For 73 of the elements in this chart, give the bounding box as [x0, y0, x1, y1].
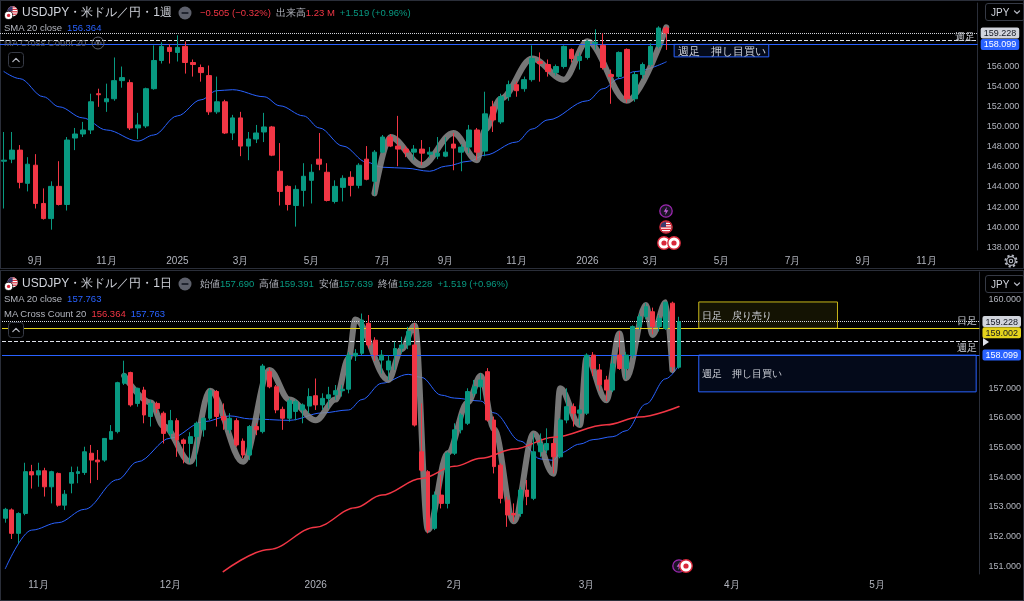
annotation: SMA 20 close [4, 292, 63, 306]
annotation: 159.228 [398, 277, 433, 291]
x-tick-label: 3月 [578, 578, 595, 590]
y-tick-label: 157.000 [988, 382, 1022, 393]
x-tick-label: 4月 [724, 578, 740, 590]
x-tick-label: 3月 [232, 254, 249, 266]
annotation: +1.519 (+0.96%) [339, 6, 411, 20]
annotation: 始値 [200, 277, 221, 291]
y-tick-label: 155.000 [988, 442, 1022, 453]
ref-line-label: 159.002 [985, 327, 1019, 338]
ref-line-label: 159.228 [985, 316, 1019, 327]
y-tick-label: 154.000 [988, 471, 1022, 482]
annotation: 157.639 [338, 277, 374, 291]
x-tick-label: 9月 [855, 254, 872, 266]
annotation: 159.391 [279, 277, 314, 291]
x-tick-label: 5月 [869, 578, 885, 590]
x-tick-label: 11月 [916, 254, 937, 266]
y-tick-label: 152.000 [988, 531, 1022, 542]
x-tick-label: 2025 [166, 254, 189, 266]
annotation: 156.364 [91, 307, 126, 321]
x-tick-label: 7月 [374, 254, 391, 266]
ref-line-label: 158.099 [985, 350, 1019, 361]
annotation: 157.763 [67, 292, 102, 306]
chart-title: USDJPY・米ドル／円・1日 [22, 276, 173, 291]
x-tick-label: 2026 [304, 578, 328, 590]
dropdown-button: JPY [985, 275, 1024, 293]
y-tick-label: 148.000 [986, 141, 1020, 152]
annotation: 終値 [378, 277, 399, 291]
x-tick-label: 2月 [446, 578, 463, 590]
y-tick-label: 156.000 [988, 412, 1022, 423]
x-tick-label: 11月 [506, 254, 527, 266]
x-tick-label: 11月 [96, 254, 117, 266]
annotation: 高値 [259, 277, 280, 291]
y-tick-label: 154.000 [986, 80, 1020, 91]
annotation: +1.519 (+0.96%) [437, 277, 509, 291]
annotation: 1.23 M [305, 6, 335, 20]
annotation: 安値 [318, 277, 339, 291]
y-tick-label: 152.000 [986, 100, 1020, 111]
x-tick-label: 11月 [28, 578, 49, 590]
ref-line-label: 159.228 [983, 28, 1017, 39]
annotation: 156.364 [67, 21, 102, 35]
x-tick-label: 3月 [642, 254, 659, 266]
x-tick-label: 7月 [784, 254, 801, 266]
band-label: 日足 戻り売り [702, 309, 773, 321]
y-tick-label: 151.000 [988, 560, 1022, 571]
dropdown-button: JPY [985, 3, 1024, 21]
y-tick-label: 144.000 [986, 181, 1020, 192]
x-tick-label: 2026 [576, 254, 599, 266]
y-tick-label: 138.000 [986, 241, 1020, 252]
annotation: 157.763 [130, 307, 166, 321]
y-tick-label: 140.000 [986, 221, 1020, 232]
x-tick-label: 5月 [713, 254, 730, 266]
band-label: 週足 押し目買い [677, 44, 766, 57]
x-tick-label: 9月 [27, 254, 44, 266]
y-tick-label: 156.000 [986, 60, 1020, 71]
annotation: 週足 [957, 342, 978, 355]
y-tick-label: 150.000 [986, 120, 1020, 131]
annotation: −0.505 (−0.32%) [200, 6, 271, 20]
x-tick-label: 9月 [437, 254, 454, 266]
annotation: MA Cross Count 20 [4, 307, 87, 321]
annotation: SMA 20 close [4, 21, 63, 35]
x-tick-label: 12月 [159, 578, 181, 590]
ref-line-label: 158.099 [983, 39, 1017, 50]
y-tick-label: 160.000 [988, 293, 1022, 304]
band-label: 週足 押し目買い [702, 367, 783, 379]
y-tick-label: 146.000 [986, 161, 1020, 172]
annotation: 出来高 [275, 6, 306, 20]
x-tick-label: 5月 [303, 254, 320, 266]
chart-title: USDJPY・米ドル／円・1週 [22, 5, 173, 20]
annotation: 157.690 [220, 277, 255, 291]
y-tick-label: 153.000 [988, 501, 1022, 512]
annotation: 週足 [954, 31, 975, 44]
y-tick-label: 142.000 [986, 201, 1020, 212]
